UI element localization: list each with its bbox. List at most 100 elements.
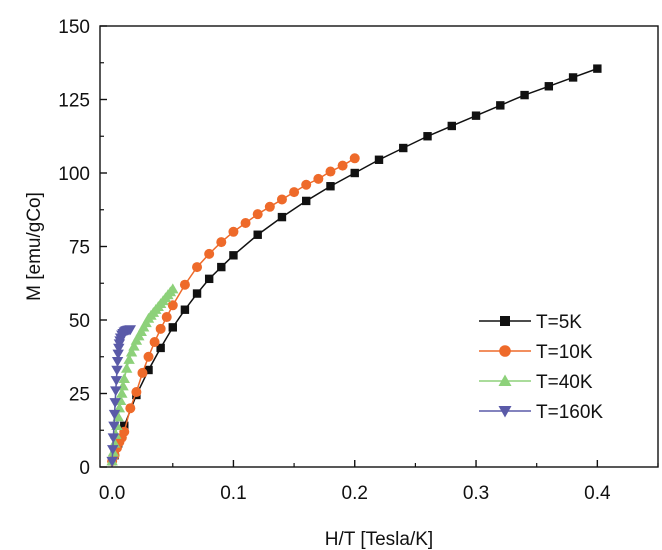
data-point [112, 411, 124, 422]
data-point [116, 387, 128, 398]
legend-item: T=160K [479, 402, 603, 423]
data-point [326, 182, 335, 191]
legend-item: T=40K [479, 372, 593, 393]
data-point [112, 349, 124, 360]
data-point [216, 237, 227, 248]
data-point [337, 160, 348, 171]
data-point [253, 230, 262, 239]
data-point [399, 143, 408, 153]
data-point [593, 64, 602, 73]
data-point [496, 101, 505, 110]
data-point [228, 226, 239, 237]
legend-marker [500, 316, 510, 326]
series-t-5k [107, 64, 602, 466]
data-point [131, 387, 142, 398]
legend-marker [498, 406, 512, 418]
data-point [110, 376, 123, 386]
data-point [277, 212, 287, 222]
data-point [423, 132, 432, 141]
series-line [111, 157, 356, 462]
data-point [106, 456, 118, 467]
data-point [374, 155, 384, 164]
data-point [264, 201, 275, 212]
data-point [325, 166, 336, 177]
x-tick-label: 0.3 [463, 483, 489, 504]
data-point [471, 111, 481, 120]
data-point [349, 153, 360, 164]
data-point [149, 337, 160, 348]
data-point [111, 365, 123, 376]
data-point [289, 187, 300, 198]
plot-frame [99, 25, 659, 468]
data-point [229, 251, 238, 260]
data-point [120, 421, 129, 431]
data-point [156, 343, 165, 353]
y-tick-label: 150 [58, 17, 90, 38]
data-point [111, 356, 124, 367]
legend-label: T=160K [536, 402, 603, 423]
data-point [123, 353, 135, 364]
legend-label: T=10K [536, 342, 593, 363]
y-axis-title: M [emu/gCo] [24, 192, 45, 301]
data-point [128, 340, 140, 351]
data-point [143, 351, 154, 362]
y-tick-label: 50 [69, 311, 90, 332]
data-point [120, 362, 133, 373]
data-point [447, 121, 456, 131]
y-tick-label: 100 [58, 164, 90, 185]
data-point [180, 305, 190, 314]
data-point [108, 421, 120, 432]
data-point [109, 398, 121, 409]
data-point [240, 217, 251, 228]
y-tick-label: 75 [69, 238, 90, 259]
data-point [113, 343, 125, 354]
axes: 0.0 0.1 0.2 0.3 0.4 0 25 50 75 100 125 150 [58, 17, 659, 504]
data-point [161, 312, 172, 323]
data-point [168, 323, 177, 332]
x-tick-label: 0.0 [99, 483, 125, 504]
data-point [155, 323, 166, 334]
legend-marker [498, 374, 512, 386]
data-point [107, 445, 119, 456]
data-point [179, 279, 190, 290]
data-point [167, 283, 179, 294]
x-tick-label: 0.2 [342, 483, 368, 504]
data-point [302, 196, 311, 206]
data-point [301, 179, 312, 190]
data-point [137, 367, 148, 378]
legend-marker [499, 345, 511, 357]
data-point [124, 325, 137, 336]
x-tick-label: 0.4 [584, 483, 611, 504]
y-tick-label: 0 [79, 458, 90, 479]
data-point [118, 373, 130, 383]
legend-item: T=5K [479, 312, 582, 333]
data-point [192, 289, 202, 298]
series-layer [106, 64, 602, 467]
data-point [107, 433, 120, 444]
data-point [313, 173, 324, 184]
data-point [125, 403, 136, 414]
legend-label: T=5K [536, 312, 582, 333]
data-point [192, 262, 203, 273]
data-point [204, 274, 214, 284]
x-tick-label: 0.1 [220, 483, 246, 504]
legend: T=5K T=10K T=40K T=160K [479, 312, 603, 423]
y-tick-label: 25 [69, 385, 90, 406]
data-point [568, 73, 578, 82]
series-t-160k [106, 325, 137, 467]
legend-label: T=40K [536, 372, 593, 393]
data-point [276, 194, 287, 205]
data-point [144, 365, 153, 375]
data-point [110, 386, 122, 397]
data-point [204, 248, 215, 259]
x-axis-title: H/T [Tesla/K] [325, 529, 433, 550]
data-point [125, 346, 138, 357]
data-point [252, 209, 263, 220]
series-line [111, 67, 598, 462]
legend-item: T=10K [479, 342, 593, 363]
series-t-10k [107, 153, 360, 467]
y-tick-label: 125 [58, 91, 90, 112]
data-point [520, 90, 529, 100]
data-point [544, 82, 554, 91]
